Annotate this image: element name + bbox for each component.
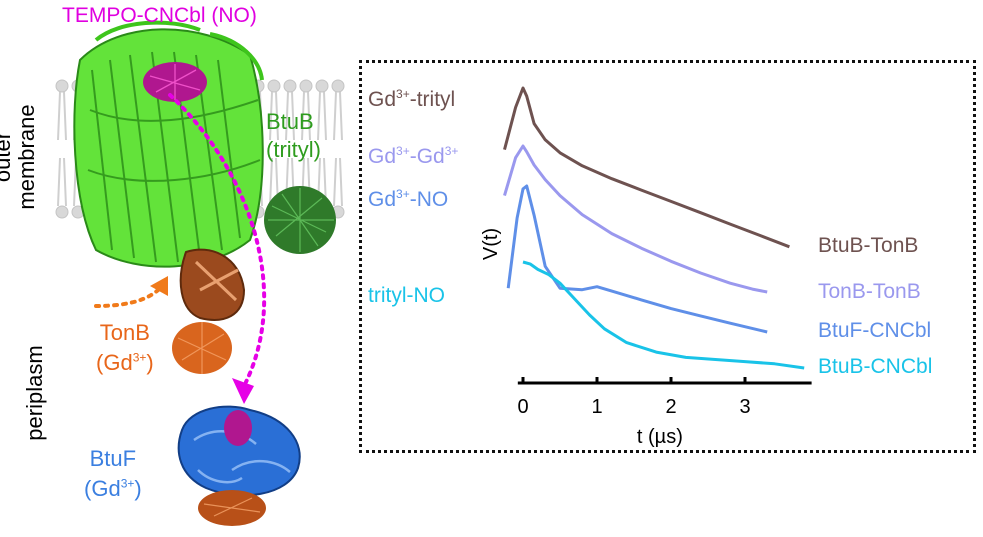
tonb-arrow	[94, 276, 168, 308]
btuf-label: BtuF (Gd3+)	[84, 444, 142, 504]
btuf-magenta-cloud	[224, 410, 252, 446]
y-axis-label: V(t)	[480, 228, 502, 260]
label-gd-gd-sup: 3+	[396, 144, 410, 158]
protein-structure-drawing	[55, 20, 345, 526]
btuf-label-gd: (Gd	[84, 476, 121, 501]
label-gd-no-rest: -NO	[409, 188, 449, 211]
lipid-bilayer	[55, 79, 345, 219]
label-gd-gd-base: Gd	[368, 145, 397, 168]
label-gd-no-base: Gd	[368, 188, 397, 211]
series-line-1	[503, 144, 768, 294]
x-tick-label-0: 0	[517, 396, 528, 418]
tonb-label-line2: (Gd3+)	[96, 348, 154, 378]
btub-barrel	[73, 20, 264, 268]
label-trityl-no: trityl-NO	[368, 284, 445, 307]
label-gd-trityl-base: Gd	[368, 88, 397, 111]
label-gd-no-sup: 3+	[396, 187, 410, 201]
btuf-label-line2: (Gd3+)	[84, 474, 142, 504]
label-btuf-cncbl: BtuF-CNCbl	[818, 319, 932, 342]
tonb-label: TonB (Gd3+)	[96, 318, 154, 378]
label-gd-no: Gd3+-NO	[368, 188, 448, 212]
series-layer	[503, 86, 805, 370]
x-tick-label-2: 2	[665, 396, 676, 418]
btub-label: BtuB (trityl)	[266, 108, 321, 164]
x-tick-label-1: 1	[591, 396, 602, 418]
trityl-spin-label-cloud	[264, 186, 336, 254]
label-tonb-tonb: TonB-TonB	[818, 280, 921, 303]
tempo-to-btuf-arrow	[168, 93, 267, 404]
series-line-2	[506, 184, 768, 334]
label-gd-gd-sup2: 3+	[444, 144, 459, 158]
tonb-protein	[179, 248, 246, 321]
btuf-label-sup: 3+	[120, 476, 135, 491]
tonb-label-end: )	[146, 350, 154, 375]
label-btub-cncbl: BtuB-CNCbl	[818, 355, 933, 378]
x-tick-label-3: 3	[739, 396, 750, 418]
label-btub-tonb: BtuB-TonB	[818, 234, 919, 257]
label-gd-trityl-rest: -trityl	[409, 88, 456, 111]
btub-label-line2: (trityl)	[266, 137, 321, 162]
x-axis-label: t (µs)	[637, 426, 683, 448]
x-axis: 0 1 2 3	[517, 377, 812, 418]
btuf-label-line1: BtuF	[89, 446, 137, 471]
series-line-3	[522, 260, 805, 370]
tonb-label-sup: 3+	[132, 350, 147, 365]
deer-traces-panel	[359, 60, 976, 453]
label-gd-gd: Gd3+-Gd3+	[368, 145, 458, 169]
btuf-gd-label-cloud	[198, 490, 266, 526]
label-gd-trityl: Gd3+-trityl	[368, 88, 455, 112]
series-line-0	[503, 86, 790, 249]
tempo-cncbl-label: TEMPO-CNCbl (NO)	[62, 4, 257, 27]
label-gd-gd-rest: -Gd	[409, 145, 445, 168]
btuf-protein	[177, 405, 301, 497]
btub-label-line1: BtuB	[266, 109, 314, 134]
btuf-label-end: )	[134, 476, 142, 501]
tempo-spin-label-cloud	[143, 62, 207, 102]
label-gd-trityl-sup: 3+	[396, 87, 410, 101]
tonb-gd-label-cloud	[172, 322, 232, 374]
tonb-label-gd: (Gd	[96, 350, 133, 375]
tonb-label-line1: TonB	[99, 320, 150, 345]
protein-illustration	[0, 0, 360, 532]
